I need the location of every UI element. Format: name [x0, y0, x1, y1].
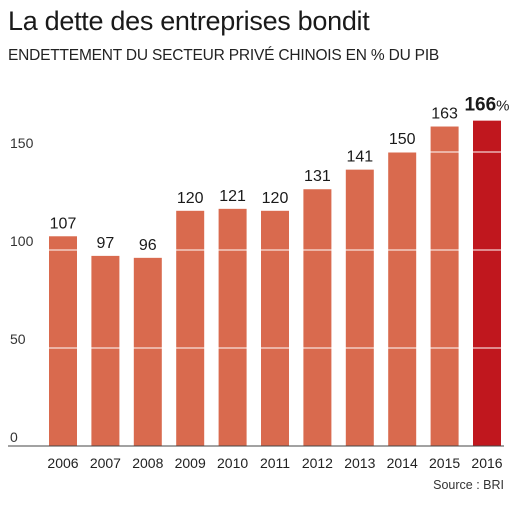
value-label-2010: 121	[219, 188, 246, 205]
value-label-2014: 150	[389, 131, 416, 148]
x-tick-label-2015: 2015	[429, 455, 460, 471]
x-tick-label-2008: 2008	[132, 455, 163, 471]
x-tick-label-2012: 2012	[302, 455, 333, 471]
value-label-2016: 166%	[464, 95, 509, 116]
y-tick-label-0: 0	[10, 429, 18, 445]
bar-2015	[430, 126, 459, 447]
chart-title: La dette des entreprises bondit	[8, 6, 370, 36]
chart-subtitle: ENDETTEMENT DU SECTEUR PRIVÉ CHINOIS EN …	[8, 47, 440, 64]
x-tick-label-2007: 2007	[90, 455, 121, 471]
bar-2011	[261, 210, 289, 446]
x-tick-label-2010: 2010	[217, 455, 248, 471]
source-note: Source : BRI	[433, 478, 504, 492]
y-tick-label-150: 150	[10, 135, 34, 151]
bar-2014	[388, 152, 417, 446]
value-label-2006: 107	[50, 215, 77, 232]
x-tick-label-2009: 2009	[175, 455, 206, 471]
value-label-2008: 96	[139, 237, 157, 254]
bar-2010	[218, 208, 247, 446]
value-label-2012: 131	[304, 168, 331, 185]
y-tick-label-100: 100	[10, 233, 34, 249]
bar-2009	[176, 210, 205, 446]
value-label-2009: 120	[177, 190, 204, 207]
x-tick-label-2014: 2014	[387, 455, 418, 471]
x-tick-label-2006: 2006	[47, 455, 78, 471]
value-label-2015: 163	[431, 106, 458, 123]
bar-2016	[473, 120, 501, 446]
x-tick-label-2013: 2013	[344, 455, 375, 471]
x-tick-label-2016: 2016	[471, 455, 502, 471]
value-label-2011: 120	[262, 190, 289, 207]
bar-2006	[49, 236, 77, 446]
bar-2008	[133, 257, 162, 446]
x-tick-label-2011: 2011	[260, 455, 290, 471]
value-label-2007: 97	[97, 235, 115, 252]
bar-2007	[91, 255, 120, 446]
bar-2013	[345, 169, 374, 446]
bar-2012	[303, 189, 332, 447]
value-label-2013: 141	[346, 149, 373, 166]
y-tick-label-50: 50	[10, 331, 26, 347]
